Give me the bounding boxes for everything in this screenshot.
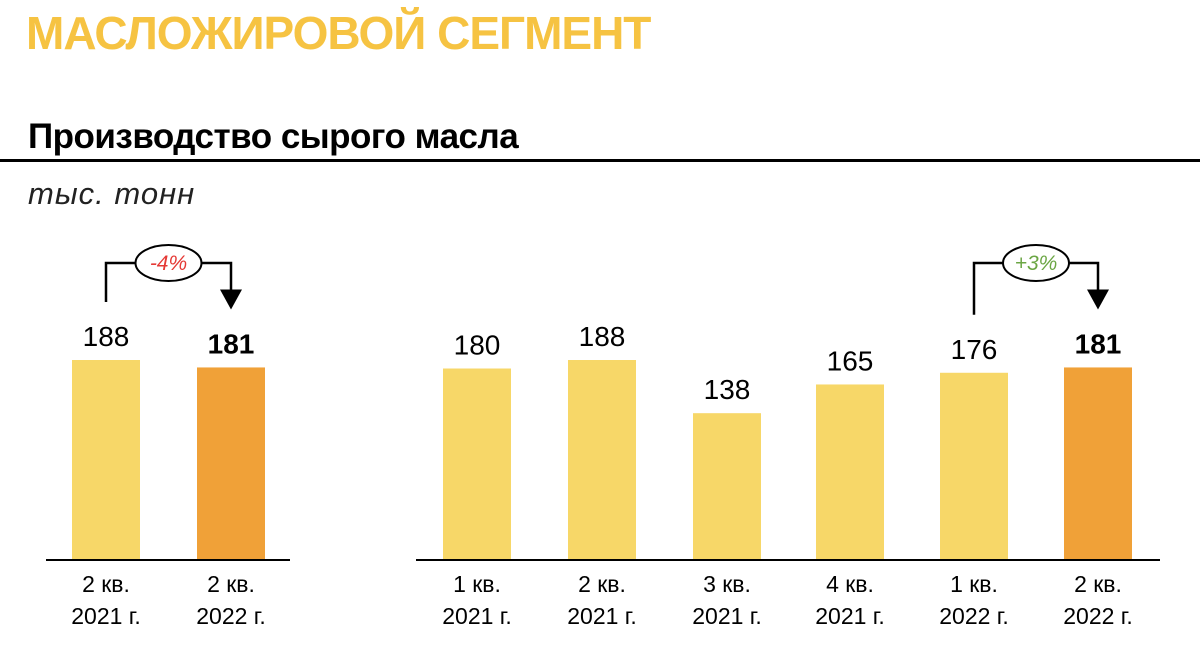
bar — [443, 368, 511, 560]
bar — [568, 360, 636, 560]
bar — [693, 413, 761, 560]
category-label: 1 кв. — [950, 571, 998, 597]
category-label: 1 кв. — [453, 571, 501, 597]
change-percent-label: +3% — [1015, 252, 1058, 275]
bar — [72, 360, 140, 560]
category-label: 4 кв. — [826, 571, 874, 597]
data-label: 138 — [704, 374, 751, 405]
change-percent-label: -4% — [150, 252, 187, 275]
data-label: 181 — [1075, 328, 1122, 359]
unit-label: тыс. тонн — [28, 176, 196, 211]
segment-title: МАСЛОЖИРОВОЙ СЕГМЕНТ — [26, 7, 651, 59]
data-label: 188 — [579, 321, 626, 352]
category-label: 2022 г. — [939, 603, 1009, 629]
arrow-down-icon — [220, 289, 242, 310]
data-label: 181 — [208, 328, 255, 359]
category-label: 2 кв. — [1074, 571, 1122, 597]
title-divider — [0, 159, 1200, 162]
data-label: 180 — [454, 330, 501, 361]
bar — [816, 384, 884, 560]
category-label: 2021 г. — [692, 603, 762, 629]
bar — [197, 367, 265, 560]
data-label: 176 — [951, 334, 998, 365]
category-label: 2021 г. — [567, 603, 637, 629]
chart-title: Производство сырого масла — [28, 117, 519, 156]
category-label: 3 кв. — [703, 571, 751, 597]
chart-right-group: 180 1 кв. 2021 г. 188 2 кв. 2021 г. 138 3 кв. 20… — [416, 244, 1160, 629]
category-label: 2 кв. — [207, 571, 255, 597]
category-label: 2 кв. — [82, 571, 130, 597]
data-label: 188 — [83, 321, 130, 352]
category-label: 2022 г. — [196, 603, 266, 629]
arrow-down-icon — [1087, 289, 1109, 310]
change-badge — [134, 244, 203, 282]
data-label: 165 — [827, 345, 874, 376]
category-label: 2021 г. — [442, 603, 512, 629]
category-label: 2022 г. — [1063, 603, 1133, 629]
change-badge — [1002, 244, 1070, 282]
bar — [1064, 367, 1132, 560]
category-label: 2021 г. — [71, 603, 141, 629]
bar — [940, 372, 1008, 560]
category-label: 2 кв. — [578, 571, 626, 597]
chart-left-group: 188 2 кв. 2021 г. 181 2 кв. 2022 г. -4% — [46, 244, 290, 629]
category-label: 2021 г. — [815, 603, 885, 629]
